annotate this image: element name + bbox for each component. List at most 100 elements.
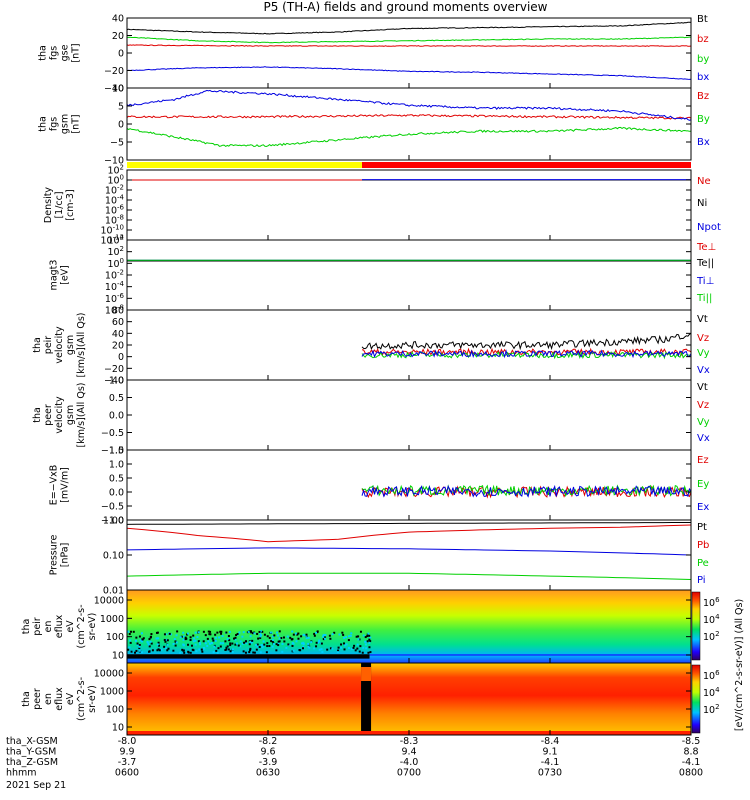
footer-value: 0700 [397,768,421,779]
heatmap-speck [130,650,133,653]
heatmap-peir_en_eflux [127,590,691,663]
heatmap-speck [329,647,332,650]
figure-title: P5 (TH-A) fields and ground moments over… [263,0,548,14]
heatmap-speck [266,635,269,638]
footer-value: -8.4 [541,736,560,747]
ytick-label-fgs_gse: 40 [112,14,124,25]
panel-frame-peer_velocity [126,379,692,451]
heatmap-speck [128,646,131,649]
heatmap-speck [179,651,182,654]
heatmap-speck [256,645,259,648]
ytick-label-fgs_gsm: −5 [110,138,124,149]
heatmap-peer_en_eflux [127,663,691,735]
heatmap-speck [302,647,305,650]
ytick-label-fgs_gsm: 5 [118,102,124,113]
heatmap-speck [275,643,278,646]
heatmap-speck [315,645,318,648]
heatmap-speck [215,649,218,652]
heatmap-speck [191,648,194,651]
heatmap-speck [324,634,327,637]
heatmap-speck [362,646,365,649]
heatmap-speck [214,633,217,636]
heatmap-speck [291,644,294,647]
heatmap-speck [150,633,153,636]
heatmap-speck [138,647,141,650]
heatmap-speck [278,637,281,640]
heatmap-speck [333,631,336,634]
heatmap-speck [209,630,212,633]
footer-value: 9.9 [119,747,134,758]
legend-Npot: Npot [697,222,721,233]
heatmap-speck [228,630,231,633]
heatmap-speck [268,636,271,639]
heatmap-speck [366,640,369,643]
heatmap-speck [148,645,151,648]
heatmap-speck [157,641,160,644]
heatmap-speck [136,642,139,645]
legend-bx: bx [697,72,709,83]
ylabel-fgs_gse: thafgsgse[nT] [38,43,82,62]
heatmap-speck [157,648,160,651]
heatmap-speck [369,636,372,639]
heatmap-speck [164,640,167,643]
panel-frame-efield [126,449,692,521]
heatmap-speck [320,648,323,651]
heatmap-speck [207,630,210,633]
heatmap-speck [198,641,201,644]
heatmap-speck [234,636,237,639]
legend-Pb: Pb [697,540,709,551]
ytick-label-temperature: 10-6 [105,292,125,305]
heatmap-speck [192,640,195,643]
footer-label-tha_Z-GSM: tha_Z-GSM [6,757,58,768]
heatmap-speck [138,635,141,638]
series-line-bz [127,44,691,47]
ytick-label-peer_velocity: −0.5 [101,428,124,439]
ytick-label-peir_velocity: 20 [112,341,124,352]
heatmap-speck [194,639,197,642]
legend-Vt: Vt [697,382,708,393]
ytick-label-fgs_gsm: −10 [104,156,124,167]
heatmap-speck [235,642,238,645]
ytick-label-fgs_gse: −40 [104,84,124,95]
series-line-Bt [127,21,691,35]
heatmap-speck [141,651,144,654]
heatmap-speck [241,635,244,638]
heatmap-speck [340,646,343,649]
heatmap-speck [184,638,187,641]
heatmap-speck [234,638,237,641]
heatmap-speck [350,647,353,650]
heatmap-lowband [127,654,370,659]
heatmap-speck [321,650,324,653]
footer-value: 8.8 [683,747,698,758]
heatmap-speck [221,642,224,645]
heatmap-speck [270,640,273,643]
legend-Vy: Vy [697,348,710,359]
heatmap-speck [163,633,166,636]
heatmap-speck [238,631,241,634]
heatmap-speck [275,649,278,652]
heatmap-speck [318,639,321,642]
heatmap-speck [157,637,160,640]
colorbar-1 [691,664,701,734]
heatmap-speck [356,647,359,650]
heatmap-speck [266,642,269,645]
heatmap-speck [167,647,170,650]
heatmap-speck [352,646,355,649]
heatmap-speck [260,644,263,647]
series-group-pressure [127,522,691,580]
heatmap-speck [203,647,206,650]
heatmap-speck [138,645,141,648]
footer-label-tha_Y-GSM: tha_Y-GSM [6,747,56,758]
heatmap-speck [220,632,223,635]
legend-Ez: Ez [697,455,709,466]
heatmap-speck [155,631,158,634]
ytick-label-temperature: 10-8 [105,304,124,317]
series-group-efield [361,484,691,499]
heatmap-speck [292,649,295,652]
heatmap-speck [355,635,358,638]
heatmap-speck [190,644,193,647]
heatmap-speck [140,632,143,635]
heatmap-speck [255,644,258,647]
heatmap-speck [232,648,235,651]
heatmap-speck [302,641,305,644]
